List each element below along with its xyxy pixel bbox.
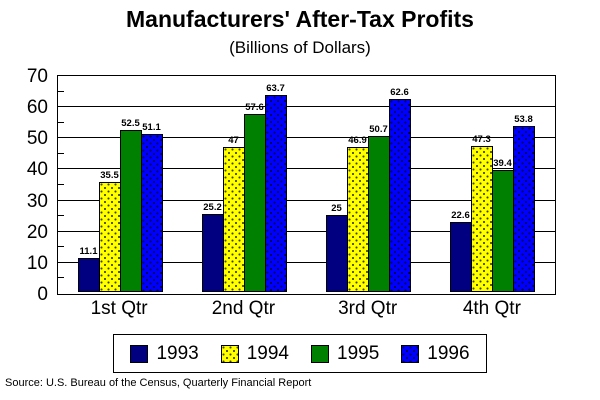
bar-value-label: 53.8 [514,114,533,125]
bar-value-label: 25.2 [203,202,222,214]
bar-1993: 22.6 [449,210,472,292]
bar-value-label: 50.7 [369,123,388,135]
bar-group: 25.2 47 57.6 63.7 [182,76,306,292]
bar-1995: 57.6 [243,102,266,292]
minor-tick [58,246,64,248]
legend-item-1994: 1994 [220,343,289,364]
legend-label: 1993 [156,343,199,364]
bar-1995: 50.7 [367,124,390,292]
gridline [58,106,555,108]
minor-tick [58,215,64,217]
bar-groups: 11.1 35.5 52.5 51.1 25.2 47 57.6 63.7 25 46.9 50.7… [58,76,554,292]
y-axis-labels: 0 10 20 30 40 50 60 70 [0,67,52,304]
bar-1995: 39.4 [491,158,514,292]
gridline [58,261,555,263]
chart-subtitle: (Billions of Dollars) [229,38,371,57]
bar-1996: 62.6 [388,87,411,292]
bar-1995: 52.5 [119,118,142,292]
legend-swatch [220,344,239,363]
y-tick-label: 20 [26,221,48,243]
minor-tick [58,277,64,279]
bar-1996: 51.1 [140,122,163,292]
x-tick-label: 4th Qtr [462,298,521,319]
x-tick-label: 1st Qtr [90,298,148,319]
gridline [58,230,555,232]
bar-value-label: 22.6 [451,210,470,222]
y-tick-label: 10 [26,252,48,274]
bar-group: 11.1 35.5 52.5 51.1 [58,76,182,292]
bar-value-label: 57.6 [245,102,264,114]
legend-swatch [130,344,149,363]
bar-value-label: 62.6 [390,86,409,98]
chart-title: Manufacturers' After-Tax Profits [126,6,474,32]
bar-1994: 47.3 [470,134,493,292]
legend-box: 1993 1994 1995 1996 [113,334,487,373]
minor-tick [58,121,64,123]
y-tick-label: 0 [37,284,48,305]
minor-tick [58,152,64,154]
bar-1996: 63.7 [264,83,287,292]
bar-1996: 53.8 [512,114,535,292]
x-tick-label: 3rd Qtr [338,298,398,319]
bar-group: 22.6 47.3 39.4 53.8 [430,76,554,292]
legend-item-1996: 1996 [401,343,470,364]
bar-1994: 35.5 [98,170,121,292]
x-tick-label: 2nd Qtr [211,298,276,319]
bar-1994: 47 [222,135,245,292]
bar-value-label: 46.9 [348,135,367,147]
source-note: Source: U.S. Bureau of the Census, Quart… [5,377,312,389]
bar-value-label: 47.3 [472,134,491,146]
bar-value-label: 25 [331,202,342,214]
bar-1994: 46.9 [346,135,369,292]
bar-value-label: 39.4 [493,158,512,170]
bar-1993: 11.1 [77,246,100,292]
bar-value-label: 63.7 [266,83,285,95]
legend-label: 1994 [246,343,289,364]
bar-value-label: 47 [228,134,239,146]
y-tick-label: 50 [26,128,48,150]
bar-value-label: 52.5 [121,118,140,129]
y-tick-label: 70 [26,66,48,87]
legend-swatch [401,344,420,363]
legend-label: 1995 [337,343,380,364]
gridline [58,137,555,139]
legend-item-1993: 1993 [130,343,199,364]
y-tick-label: 30 [26,190,48,212]
bar-value-label: 35.5 [100,170,119,182]
y-tick-label: 60 [26,97,48,119]
gridline [58,199,555,201]
minor-tick [58,90,64,92]
legend-label: 1996 [427,343,470,364]
y-tick-label: 40 [26,159,48,181]
bar-value-label: 11.1 [79,245,98,257]
bar-group: 25 46.9 50.7 62.6 [306,76,430,292]
legend-item-1995: 1995 [311,344,379,363]
minor-tick [58,184,64,185]
legend-swatch [311,344,329,363]
bar-1993: 25.2 [201,202,224,292]
x-axis-labels: 1st Qtr 2nd Qtr 3rd Qtr 4th Qtr [57,298,554,320]
bar-1993: 25 [325,203,348,292]
legend: 1993 1994 1995 1996 [0,334,600,373]
bar-value-label: 51.1 [142,122,161,134]
gridline [58,168,555,170]
